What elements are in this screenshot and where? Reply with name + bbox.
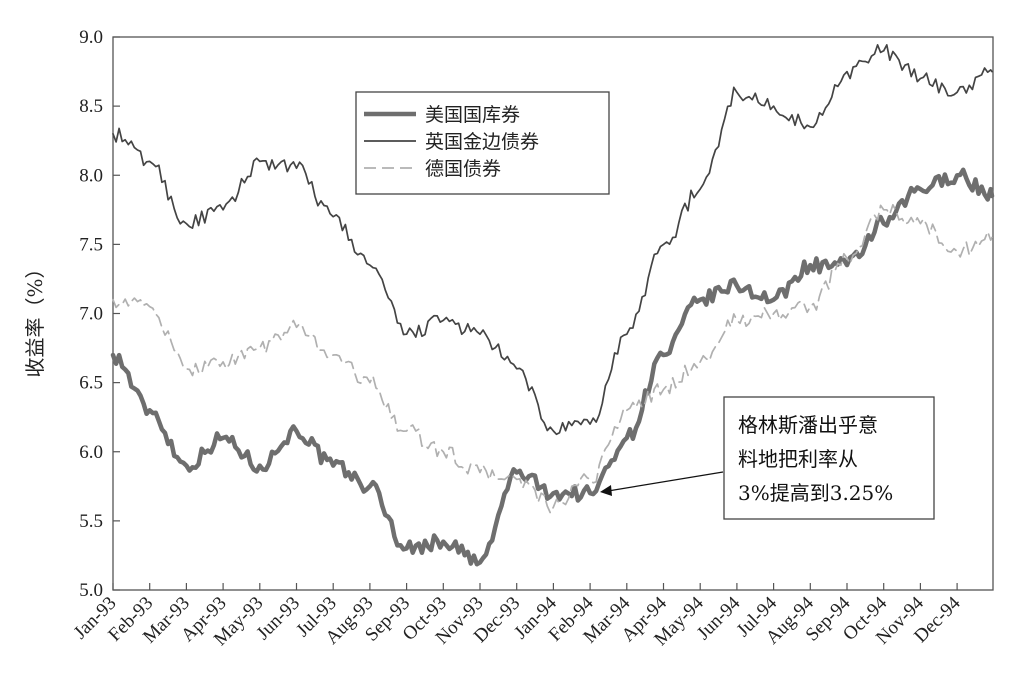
legend-box (355, 91, 610, 195)
y-axis-label: 收益率（%） (23, 258, 47, 377)
y-tick-label: 6.0 (79, 442, 103, 463)
x-axis: Jan-93Feb-93Mar-93Apr-93May-93Jun-93Jul-… (70, 583, 965, 650)
y-tick-label: 9.0 (79, 27, 103, 48)
annotation-line-1: 格林斯潘出乎意 (738, 413, 878, 437)
legend-label-de: 德国债券 (425, 158, 501, 180)
series-line-3 (112, 203, 993, 514)
y-tick-label: 8.0 (79, 165, 103, 186)
legend-label-us: 美国国库券 (425, 104, 520, 126)
series-line-2 (112, 44, 993, 436)
annotation-line-3: 3%提高到3.25% (738, 481, 893, 505)
legend: 美国国库券 英国金边债券 德国债券 (355, 91, 610, 195)
legend-label-uk: 英国金边债券 (425, 131, 539, 153)
annotation-line-2: 料地把利率从 (738, 447, 858, 471)
y-tick-label: 7.0 (79, 304, 103, 325)
annotation-box (723, 396, 935, 520)
y-tick-label: 7.5 (79, 234, 103, 255)
x-tick-label: Jun-94 (693, 592, 745, 644)
y-tick-label: 5.5 (79, 511, 103, 532)
y-tick-label: 6.5 (79, 373, 103, 394)
x-tick-label: Jun-93 (253, 593, 304, 644)
annotation-arrow-shaft (607, 471, 724, 492)
annotation-arrowhead (600, 485, 612, 496)
series-lines (110, 44, 995, 567)
series-line-1 (110, 167, 995, 567)
y-tick-label: 8.5 (79, 96, 103, 117)
y-tick-label: 5.0 (79, 580, 103, 601)
y-axis: 5.0 5.5 6.0 6.5 7.0 7.5 8.0 8.5 9.0 (79, 27, 120, 601)
annotation: 格林斯潘出乎意 料地把利率从 3%提高到3.25% (600, 396, 935, 520)
